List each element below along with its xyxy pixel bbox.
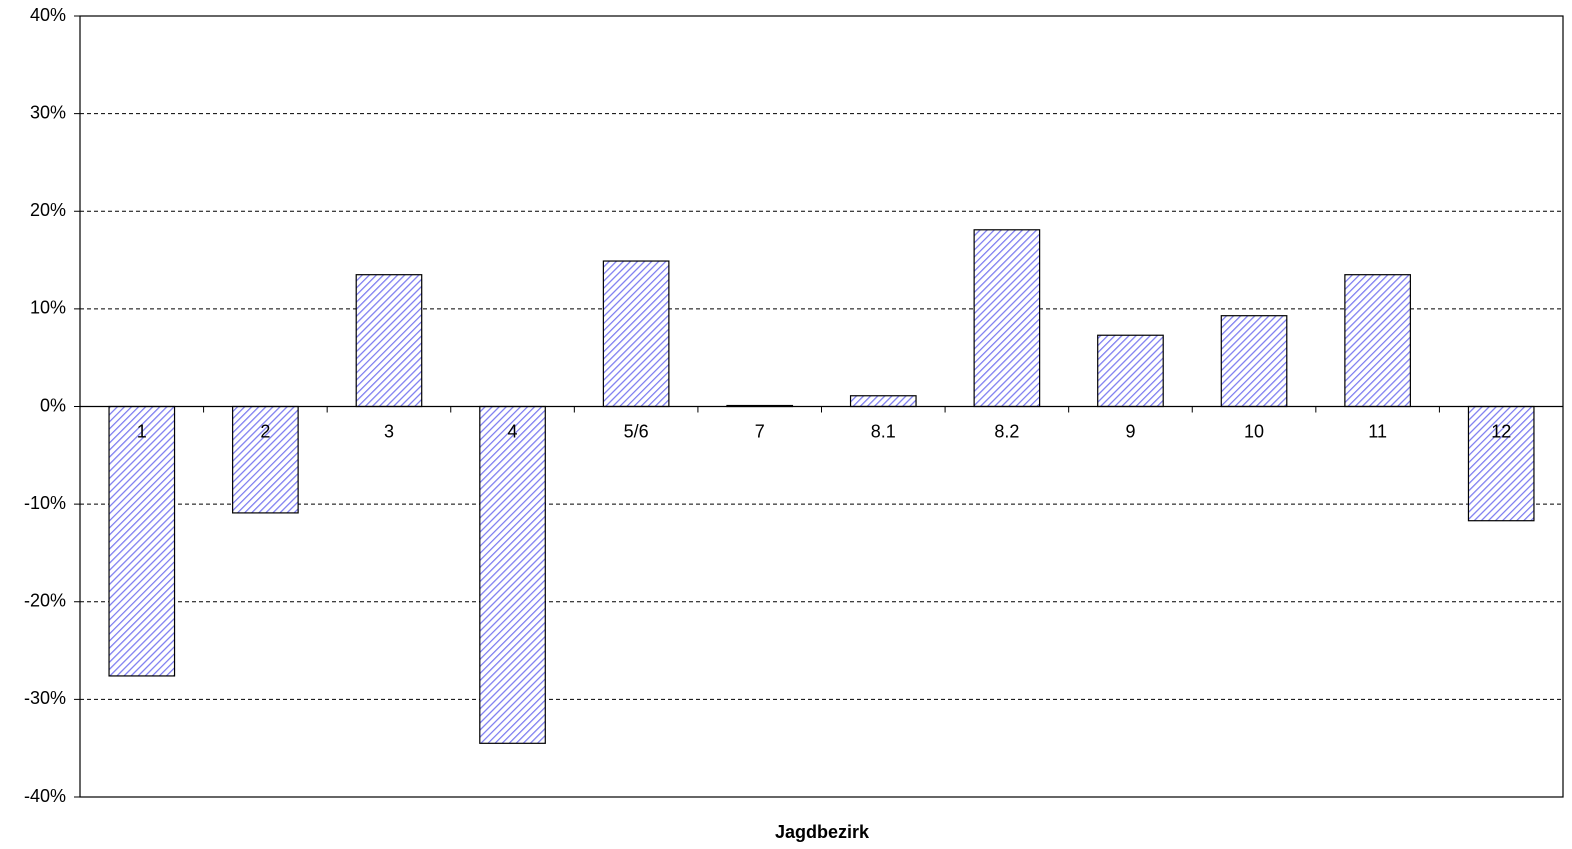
x-tick-label: 7 [755,421,765,441]
y-tick-label: -40% [24,786,66,806]
x-tick-label: 4 [508,421,518,441]
bar [849,395,917,408]
bar [1220,315,1288,408]
bar [232,405,299,514]
bar [602,260,670,408]
bar [1344,274,1411,408]
x-tick-label: 9 [1125,421,1135,441]
bar [479,405,546,744]
bar [108,405,176,677]
x-tick-label: 11 [1368,421,1387,441]
bar [355,274,423,408]
y-tick-label: 30% [30,102,66,122]
y-tick-label: -30% [24,688,66,708]
x-tick-label: 12 [1491,421,1511,441]
bar [973,229,1041,408]
y-tick-label: 10% [30,298,66,318]
bar [1467,405,1535,522]
y-tick-label: 40% [30,5,66,25]
x-tick-label: 2 [260,421,270,441]
x-tick-label: 5/6 [624,421,649,441]
y-tick-label: -10% [24,493,66,513]
y-tick-label: 20% [30,200,66,220]
x-tick-label: 10 [1244,421,1264,441]
y-tick-label: 0% [40,395,66,415]
y-tick-label: -20% [24,591,66,611]
x-tick-label: 8.1 [871,421,896,441]
bar [1097,334,1164,408]
x-tick-label: 8.2 [994,421,1019,441]
x-tick-label: 1 [137,421,147,441]
x-tick-label: 3 [384,421,394,441]
x-axis-title: Jagdbezirk [775,822,870,842]
